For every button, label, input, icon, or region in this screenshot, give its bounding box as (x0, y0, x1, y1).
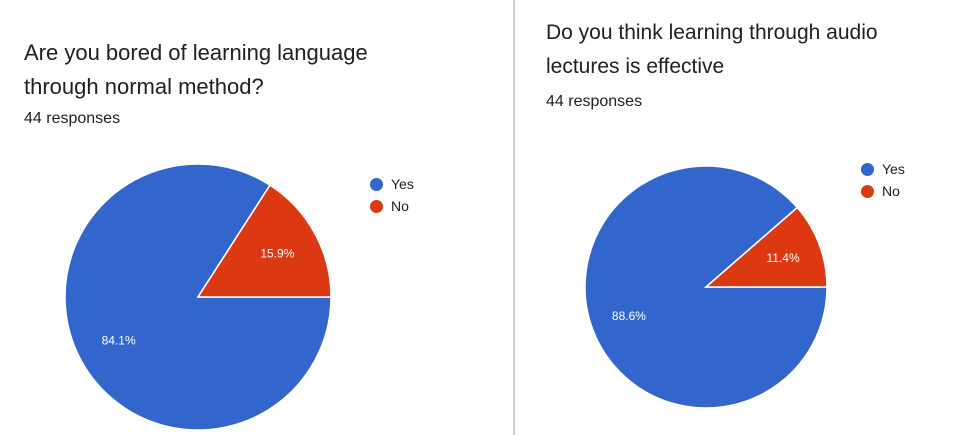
slice-label-yes: 88.6% (612, 309, 646, 323)
legend-swatch-yes (370, 177, 383, 191)
legend-label: Yes (882, 161, 905, 177)
pie-slice-no (196, 184, 332, 298)
slice-label-no: 11.4% (766, 251, 799, 265)
chart-title: Are you bored of learning language throu… (24, 40, 368, 99)
pie-chart: 84.1% 15.9% (64, 163, 332, 431)
legend: Yes No (370, 173, 414, 217)
legend-label: No (882, 183, 900, 199)
pie-slice-no (703, 206, 828, 288)
chart-panel-right: Do you think learning through audio lect… (516, 0, 968, 435)
legend: Yes No (861, 158, 905, 202)
legend-label: Yes (391, 176, 414, 192)
legend-swatch-no (861, 184, 874, 198)
legend-swatch-yes (861, 162, 874, 176)
pie-chart: 88.6% 11.4% (584, 165, 828, 409)
legend-item-yes: Yes (861, 158, 905, 180)
legend-item-no: No (861, 180, 905, 202)
response-count: 44 responses (24, 110, 121, 127)
chart-panel-left: Are you bored of learning language throu… (24, 40, 414, 431)
legend-swatch-no (370, 199, 383, 213)
panel-divider (513, 0, 515, 435)
response-count: 44 responses (546, 93, 643, 110)
legend-item-yes: Yes (370, 173, 414, 195)
chart-title: Do you think learning through audio lect… (546, 21, 878, 78)
legend-label: No (391, 198, 409, 214)
slice-label-no: 15.9% (260, 247, 294, 261)
legend-item-no: No (370, 195, 414, 217)
slice-label-yes: 84.1% (102, 333, 136, 347)
